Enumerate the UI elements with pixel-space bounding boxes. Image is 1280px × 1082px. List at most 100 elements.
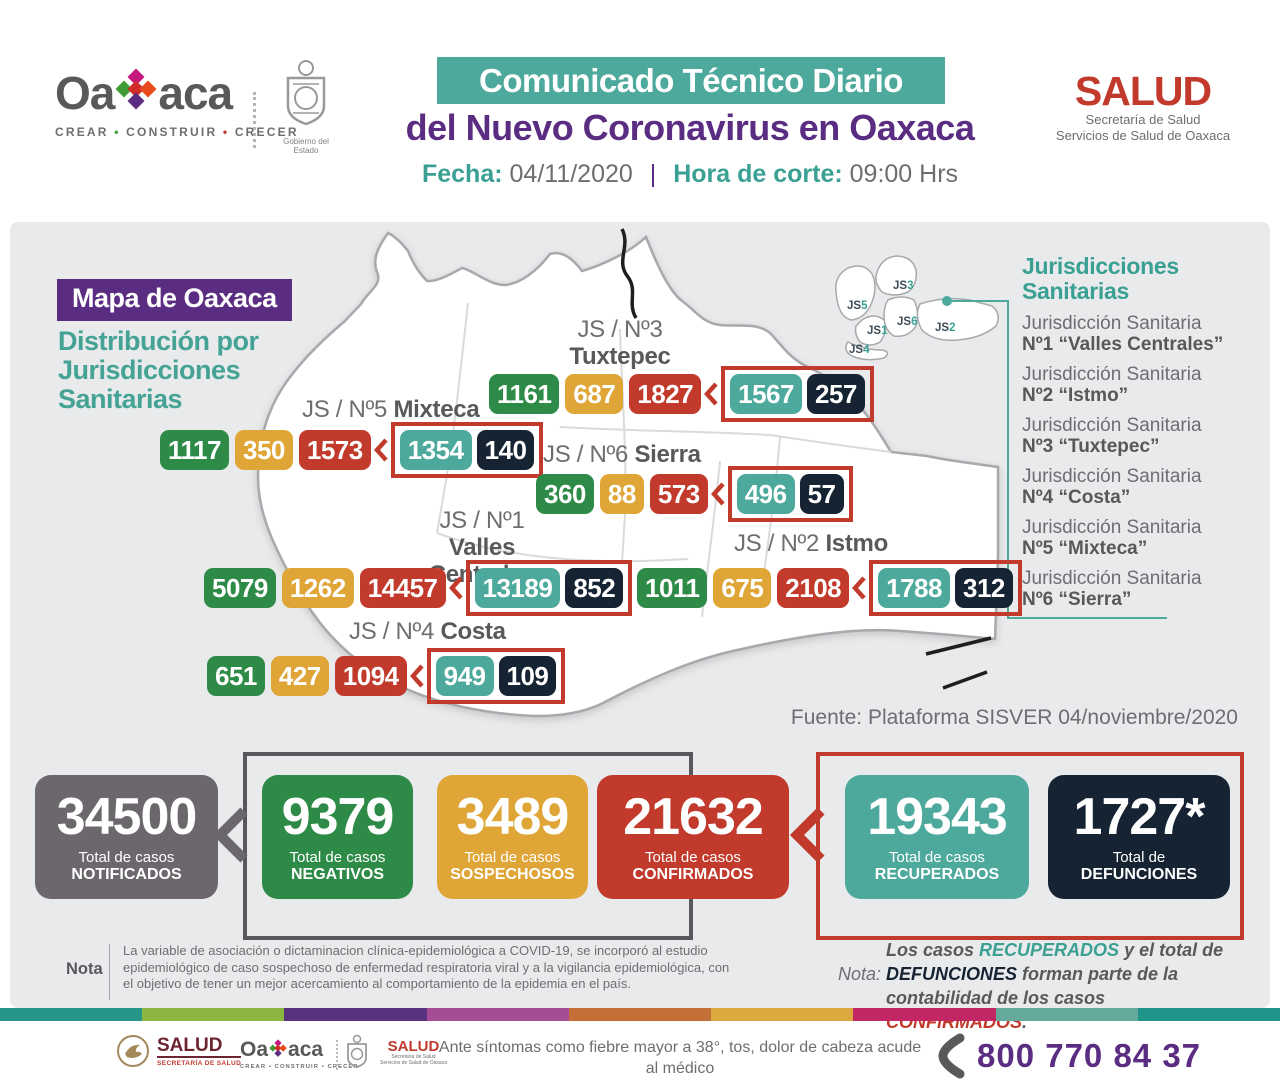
recuperados-chip: 949 (435, 656, 494, 696)
header-dotted-divider (253, 92, 256, 148)
negativos-chip: 5079 (204, 568, 276, 608)
oaxaca-wordmark: Oa aca (55, 66, 299, 120)
mini-map-label-js4: JS4 (849, 344, 870, 356)
footer-message: Ante síntomas como fiebre mayor a 38°, t… (436, 1039, 924, 1082)
label-mixteca: JS / Nº5 Mixteca (302, 396, 480, 423)
eagle-emblem-icon (117, 1035, 149, 1067)
mini-map-label-js5: JS5 (847, 300, 868, 312)
negativos-chip: 651 (207, 656, 265, 696)
legend-connector-bracket (1007, 300, 1167, 619)
chips-costa: 651 427 1094 949 109 (207, 648, 566, 704)
defunciones-highlight: DEFUNCIONES (886, 964, 1018, 984)
total-defunciones: 1727* Total de DEFUNCIONES (1048, 775, 1230, 899)
total-sospechosos: 3489 Total de casos SOSPECHOSOS (437, 775, 588, 899)
legend-item: Jurisdicción Sanitaria Nº2 “Istmo” (1022, 364, 1202, 406)
salud-line2: Servicios de Salud de Oaxaca (1055, 128, 1231, 143)
chips-valles-centrales: 5079 1262 14457 13189 852 (204, 560, 633, 616)
recuperados-chip: 1788 (878, 568, 950, 608)
salud-line1: Secretaría de Salud (1085, 112, 1201, 127)
defunciones-chip: 57 (799, 474, 844, 514)
nota-text: La variable de asociación o dictaminacio… (123, 943, 730, 991)
defunciones-chip: 312 (954, 568, 1013, 608)
source-text: Fuente: Plataforma SISVER 04/noviembre/2… (790, 706, 1238, 729)
recuperados-highlight: RECUPERADOS (979, 940, 1120, 960)
oaxaca-tagline: CREAR • CONSTRUIR • CRECER (55, 125, 299, 139)
recuperados-chip: 1354 (399, 430, 472, 470)
footer-salud-oaxaca-logo: SALUD Secretaría de Salud Servicios de S… (380, 1038, 447, 1066)
nota-right-label: Nota: (838, 964, 882, 984)
banner-subtitle: del Nuevo Coronavirus en Oaxaca (405, 107, 975, 148)
recuperados-defunciones-box: 13189 852 (465, 560, 633, 616)
confirmados-chip: 1827 (629, 374, 702, 414)
confirmados-chip: 2108 (777, 568, 850, 608)
sospechosos-chip: 687 (565, 374, 624, 414)
footer-dotted-divider (336, 1040, 338, 1070)
wordmark-left: Oa (55, 67, 115, 119)
recuperados-defunciones-box: 949 109 (426, 648, 566, 704)
color-stripe (0, 1008, 1280, 1021)
gobierno-emblem: Gobierno del Estado (274, 58, 338, 155)
sospechosos-chip: 350 (234, 430, 293, 470)
wordmark-right: aca (158, 67, 233, 119)
label-costa: JS / Nº4 Costa (349, 618, 506, 645)
stripe-segment (711, 1008, 854, 1021)
oaxaca-diamonds-icon (115, 69, 157, 110)
pointer-icon (448, 576, 463, 600)
pointer-icon (704, 382, 718, 406)
jurisdictions-legend: Jurisdicciones Sanitarias Jurisdicción S… (1022, 253, 1262, 611)
nota-right-text: Los casos RECUPERADOS y el total de DEFU… (886, 940, 1224, 1032)
stripe-segment (284, 1008, 427, 1021)
mini-map-label-js6: JS6 (897, 316, 918, 328)
footer-phone: 800 770 84 37 (933, 1031, 1201, 1081)
recuperados-chip: 496 (736, 474, 795, 514)
phone-icon (938, 1033, 965, 1079)
total-notificados: 34500 Total de casos NOTIFICADOS (35, 775, 218, 899)
pointer-icon (852, 576, 866, 600)
hora-value: 09:00 Hrs (849, 160, 959, 188)
negativos-chip: 1011 (637, 568, 708, 608)
legend-item: Jurisdicción Sanitaria Nº1 “Valles Centr… (1022, 313, 1224, 355)
label-istmo: JS / Nº2 Istmo (734, 530, 888, 557)
stripe-segment (568, 1008, 712, 1021)
chevron-left-icon (789, 807, 825, 863)
stripe-segment (995, 1008, 1138, 1021)
hora-label: Hora de corte: (673, 160, 843, 188)
legend-connector-dot (942, 296, 952, 306)
label-sierra: JS / Nº6 Sierra (543, 441, 701, 468)
sospechosos-chip: 1262 (281, 568, 354, 608)
legend-item: Jurisdicción Sanitaria Nº4 “Costa” (1022, 466, 1202, 508)
sospechosos-chip: 427 (270, 656, 329, 696)
footer-salud-federal-logo: SALUD SECRETARÍA DE SALUD (116, 1034, 242, 1068)
fecha-label: Fecha: (421, 160, 503, 188)
label-tuxtepec: JS / Nº3 Tuxtepec (569, 316, 671, 370)
recuperados-defunciones-box: 1788 312 (869, 560, 1022, 616)
confirmados-chip: 573 (649, 474, 708, 514)
sospechosos-chip: 675 (713, 568, 772, 608)
legend-item: Jurisdicción Sanitaria Nº5 “Mixteca” (1022, 517, 1202, 559)
legend-item: Jurisdicción Sanitaria Nº3 “Tuxtepec” (1022, 415, 1202, 457)
legend-title: Jurisdicciones Sanitarias (1022, 253, 1179, 304)
confirmados-chip: 1094 (334, 656, 407, 696)
recuperados-chip: 13189 (474, 568, 561, 608)
phone-number: 800 770 84 37 (977, 1037, 1202, 1074)
negativos-chip: 1161 (489, 374, 560, 414)
outcomes-bracket (816, 752, 1244, 940)
pointer-icon (710, 482, 725, 506)
emblem-caption: Gobierno del Estado (283, 137, 329, 155)
stripe-segment (0, 1008, 143, 1021)
salud-title: SALUD (1074, 68, 1212, 114)
state-crest-icon (286, 60, 326, 126)
defunciones-chip: 109 (498, 656, 557, 696)
oaxaca-diamonds-icon (269, 1039, 287, 1057)
pointer-icon (409, 664, 424, 688)
recuperados-defunciones-box: 1354 140 (390, 422, 544, 478)
nota-divider (109, 944, 110, 1000)
tagline-bullet-icon: • (222, 125, 230, 139)
confirmados-chip: 14457 (359, 568, 446, 608)
pointer-icon (373, 438, 388, 462)
mini-map (835, 255, 999, 361)
total-confirmados: 21632 Total de casos CONFIRMADOS (597, 775, 789, 899)
map-title-badge: Mapa de Oaxaca (57, 279, 292, 321)
sospechosos-chip: 88 (599, 474, 644, 514)
date-line: Fecha: 04/11/2020 | Hora de corte: 09:00… (370, 160, 1010, 189)
